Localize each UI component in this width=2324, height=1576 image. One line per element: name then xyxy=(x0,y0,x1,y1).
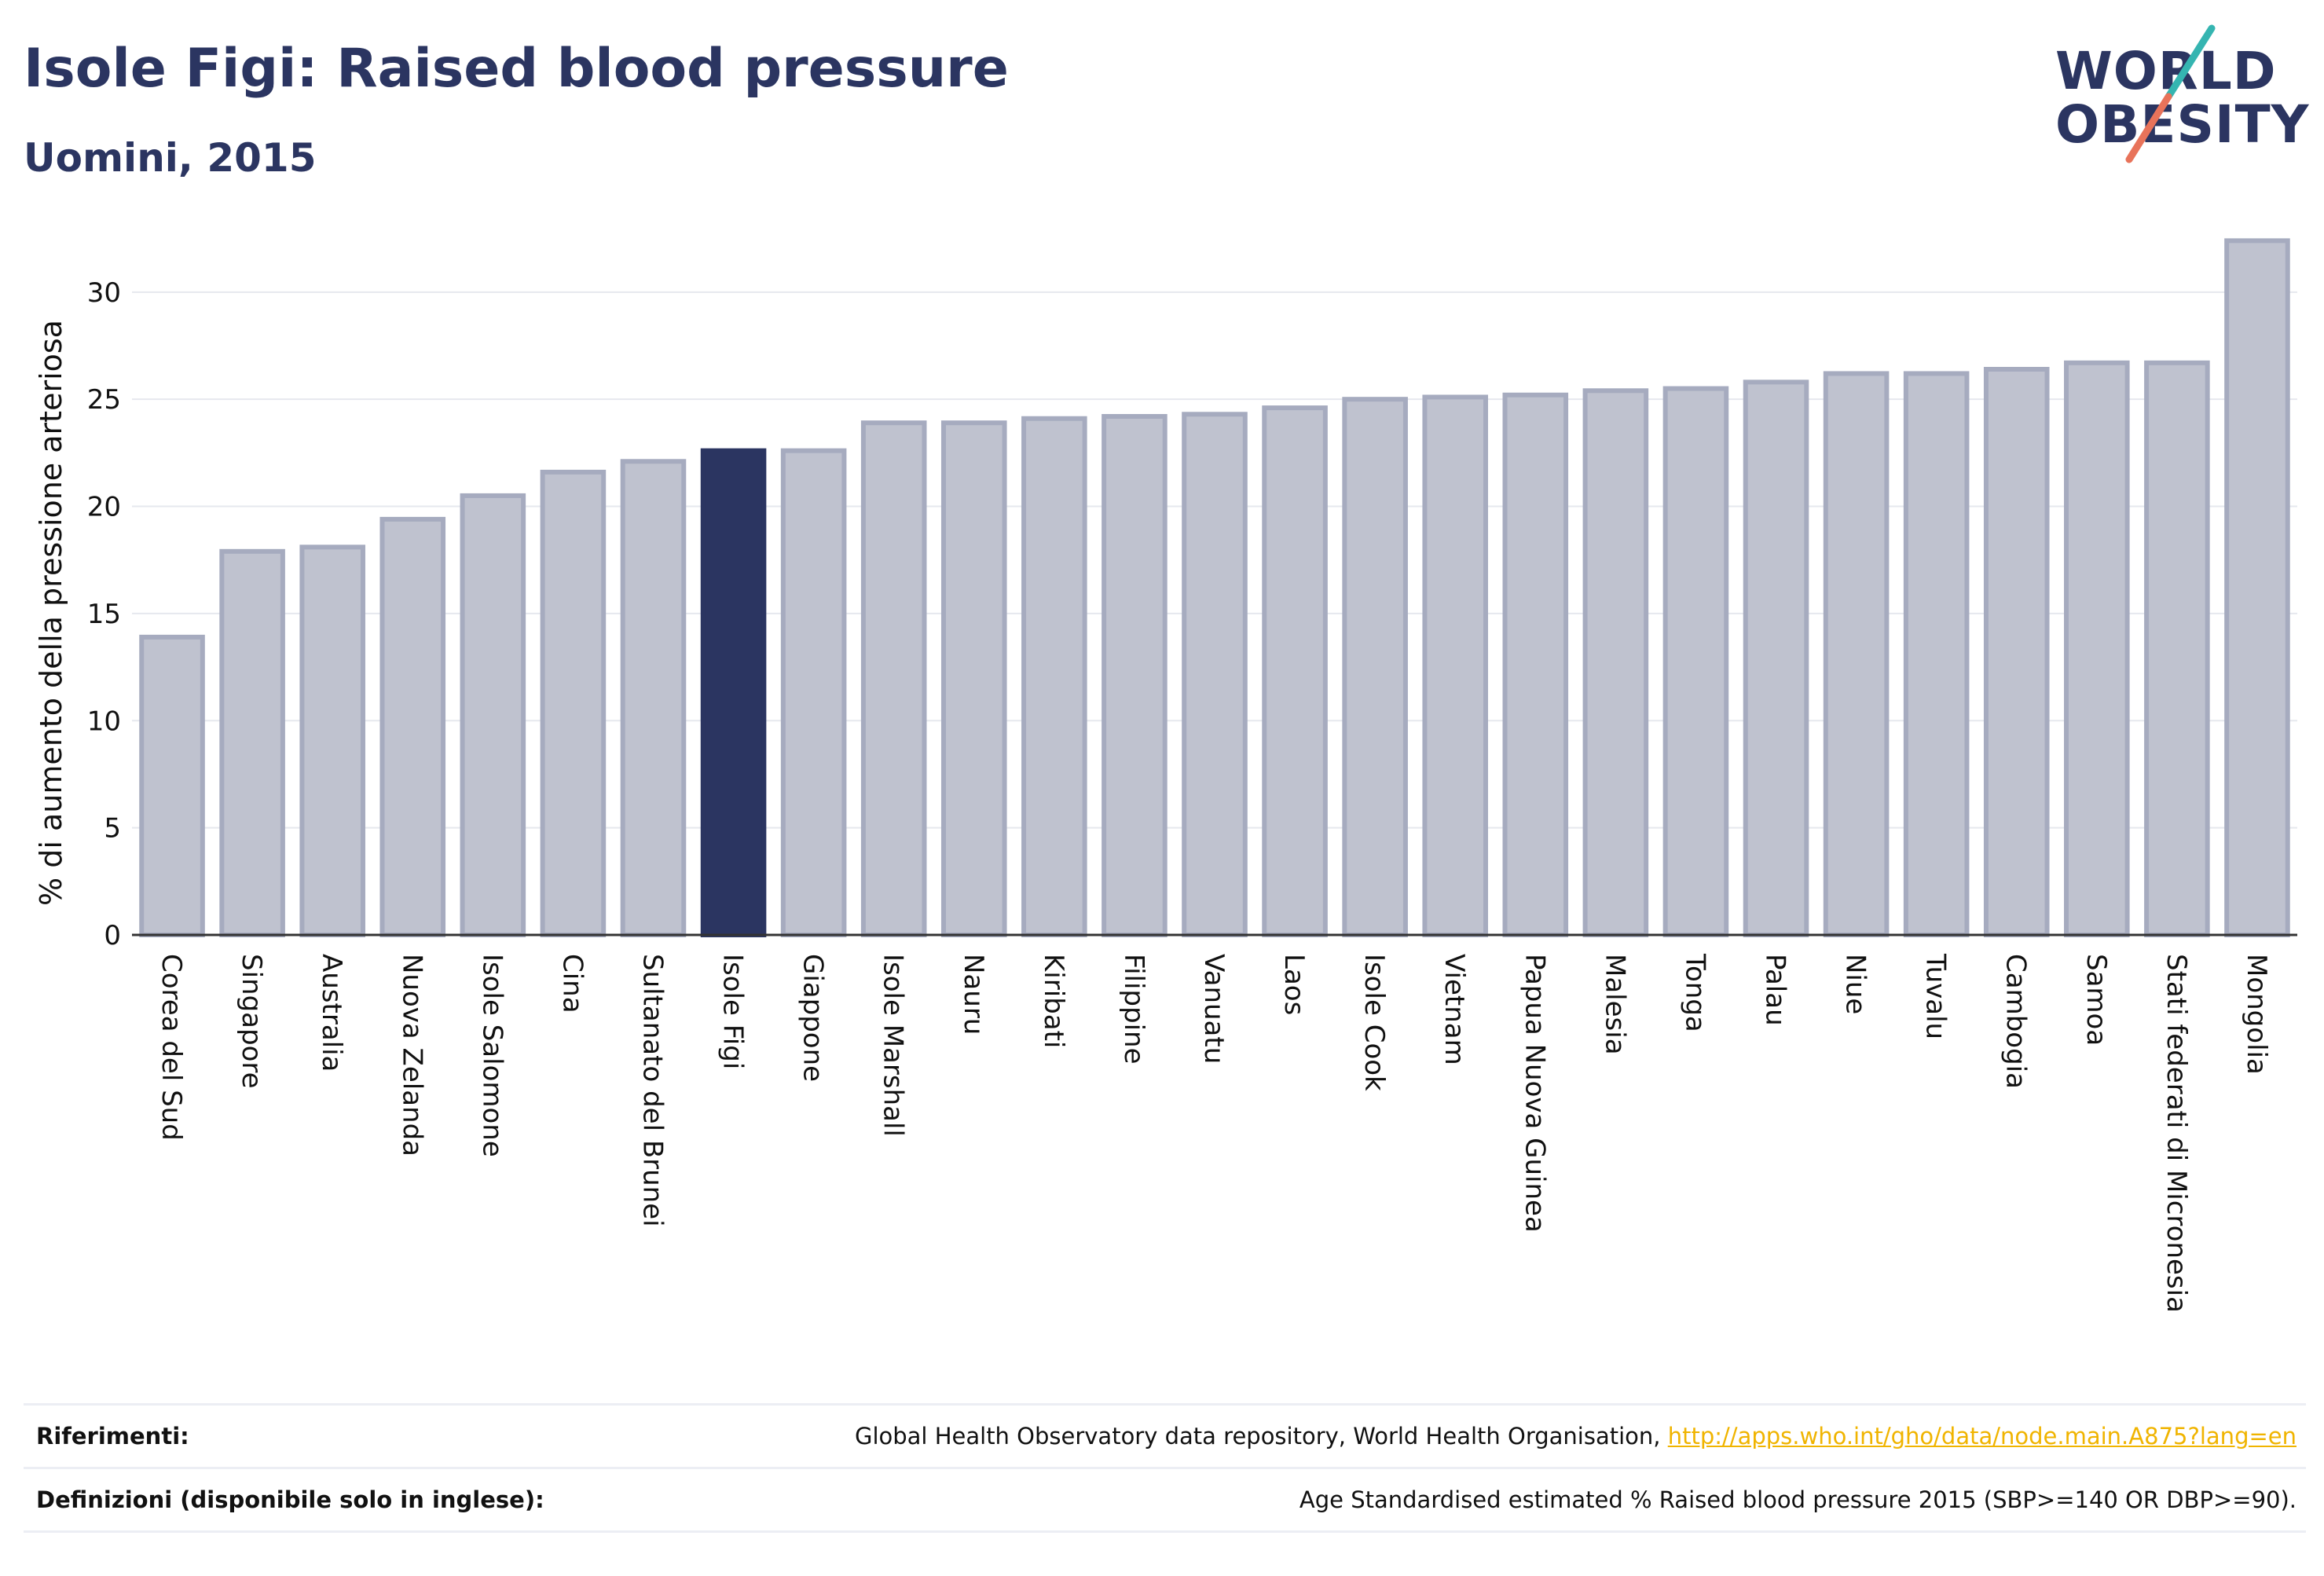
bar-isole-marshall xyxy=(860,420,927,937)
bar-laos xyxy=(1262,405,1328,937)
x-tick-label: Cambogia xyxy=(2000,954,2032,1089)
bar-filippine xyxy=(1102,414,1167,937)
bars xyxy=(139,238,2290,938)
references-text: Global Health Observatory data repositor… xyxy=(854,1423,1661,1450)
world-obesity-logo: WORLD OBESITY xyxy=(2043,22,2310,171)
references-value: Global Health Observatory data repositor… xyxy=(855,1423,2306,1450)
references-link[interactable]: http://apps.who.int/gho/data/node.main.A… xyxy=(1667,1423,2297,1450)
definitions-label: Definizioni (disponibile solo in inglese… xyxy=(36,1486,544,1513)
footer-table: Riferimenti: Global Health Observatory d… xyxy=(24,1403,2306,1533)
bar-vietnam xyxy=(1422,394,1489,938)
bar-papua-nuova-guinea xyxy=(1502,392,1569,937)
bar-palau xyxy=(1743,379,1809,937)
x-tick-label: Sultanato del Brunei xyxy=(636,954,668,1227)
x-tick-label: Isole Cook xyxy=(1358,954,1390,1091)
bar-cambogia xyxy=(1983,367,2050,937)
x-tick-label: Isole Salomone xyxy=(476,954,508,1157)
x-tick-label: Australia xyxy=(316,954,347,1072)
y-tick-label: 30 xyxy=(87,277,121,309)
chart-subtitle: Uomini, 2015 xyxy=(24,135,317,181)
x-tick-label: Isole Marshall xyxy=(878,954,909,1137)
logo-slash-icon xyxy=(2125,24,2216,163)
x-tick-label: Nuova Zelanda xyxy=(396,954,427,1156)
bar-nauru xyxy=(940,420,1007,937)
tick-labels: 0 5 10 15 20 25 30 % di aumento della pressione… xyxy=(34,277,2272,1313)
bar-malesia xyxy=(1582,388,1649,938)
x-tick-label: Nauru xyxy=(958,954,989,1035)
bar-isole-figi xyxy=(700,448,767,937)
x-tick-label: Tonga xyxy=(1679,953,1710,1032)
x-tick-label: Samoa xyxy=(2080,954,2112,1046)
bar-samoa xyxy=(2064,360,2130,937)
y-tick-label: 5 xyxy=(104,813,121,845)
bar-chart: 0 5 10 15 20 25 30 % di aumento della pressione… xyxy=(34,238,2297,1313)
x-tick-label: Tuvalu xyxy=(1920,953,1952,1039)
definitions-text: Age Standardised estimated % Raised bloo… xyxy=(1299,1486,2297,1513)
x-tick-label: Laos xyxy=(1278,954,1310,1015)
bar-isole-cook xyxy=(1342,397,1408,937)
bar-niue xyxy=(1823,371,1890,938)
bar-stati-federati-di-micronesia xyxy=(2144,360,2210,937)
x-tick-label: Filippine xyxy=(1118,954,1149,1065)
bar-corea-del-sud xyxy=(139,634,205,938)
x-tick-label: Isole Figi xyxy=(717,954,749,1069)
bar-mongolia xyxy=(2224,238,2290,937)
references-row: Riferimenti: Global Health Observatory d… xyxy=(24,1403,2306,1467)
logo-line-2: OBESITY xyxy=(2055,94,2310,155)
y-axis-title: % di aumento della pressione arteriosa xyxy=(34,320,68,906)
y-tick-label: 15 xyxy=(87,599,121,630)
logo-line-1: WORLD xyxy=(2055,41,2277,101)
bar-australia xyxy=(299,544,365,937)
y-tick-label: 25 xyxy=(87,384,121,416)
bar-sultanato-del-brunei xyxy=(620,459,687,937)
bar-isole-salomone xyxy=(460,493,526,937)
bar-cina xyxy=(540,469,607,937)
x-tick-label: Stati federati di Micronesia xyxy=(2161,954,2192,1313)
references-label: Riferimenti: xyxy=(36,1423,189,1450)
bar-kiribati xyxy=(1021,416,1087,937)
x-tick-label: Corea del Sud xyxy=(156,954,187,1141)
x-tick-label: Mongolia xyxy=(2241,954,2272,1075)
x-tick-label: Papua Nuova Guinea xyxy=(1519,954,1550,1233)
x-tick-label: Kiribati xyxy=(1038,954,1069,1048)
x-tick-label: Niue xyxy=(1840,954,1871,1014)
x-tick-label: Palau xyxy=(1760,954,1791,1026)
y-tick-label: 20 xyxy=(87,492,121,523)
x-tick-label: Vietnam xyxy=(1439,954,1470,1065)
chart-title: Isole Figi: Raised blood pressure xyxy=(24,38,1009,100)
definitions-row: Definizioni (disponibile solo in inglese… xyxy=(24,1467,2306,1533)
y-tick-label: 10 xyxy=(87,706,121,737)
y-tick-label: 0 xyxy=(104,920,121,951)
bar-vanuatu xyxy=(1182,412,1248,937)
bar-tonga xyxy=(1662,386,1729,937)
x-tick-label: Cina xyxy=(556,954,588,1013)
bar-nuova-zelanda xyxy=(379,516,446,937)
x-tick-label: Singapore xyxy=(236,954,267,1089)
x-tick-label: Vanuatu xyxy=(1198,954,1230,1064)
bar-tuvalu xyxy=(1903,371,1970,938)
x-tick-label: Malesia xyxy=(1599,954,1630,1055)
bar-giappone xyxy=(780,448,847,937)
x-tick-label: Giappone xyxy=(797,954,829,1082)
bar-singapore xyxy=(219,548,285,937)
